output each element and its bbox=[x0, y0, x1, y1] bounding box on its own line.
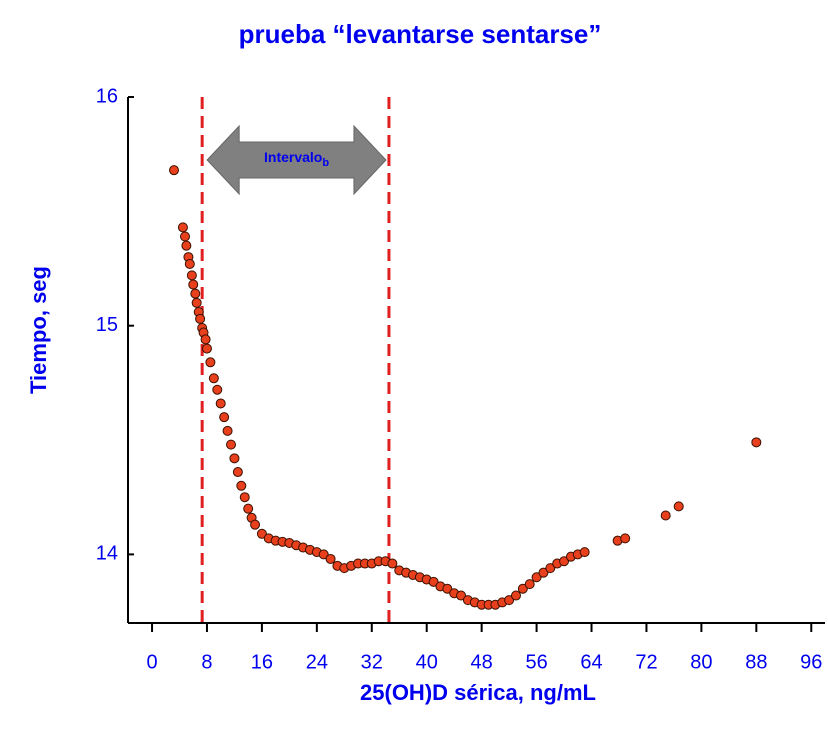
point bbox=[545, 563, 556, 574]
point bbox=[531, 572, 542, 583]
point bbox=[226, 439, 237, 450]
point bbox=[442, 583, 453, 594]
y-tick-label: 15 bbox=[96, 314, 118, 336]
point bbox=[538, 567, 549, 578]
point bbox=[195, 313, 206, 324]
x-tick-label: 40 bbox=[416, 651, 438, 673]
x-tick-label: 48 bbox=[471, 651, 493, 673]
point bbox=[325, 553, 336, 564]
point bbox=[524, 579, 535, 590]
point bbox=[222, 425, 233, 436]
x-tick-label: 88 bbox=[745, 651, 767, 673]
point bbox=[212, 384, 223, 395]
x-tick-label: 72 bbox=[635, 651, 657, 673]
point bbox=[179, 231, 190, 242]
point bbox=[660, 510, 671, 521]
point bbox=[177, 222, 188, 233]
point bbox=[232, 467, 243, 478]
point bbox=[169, 165, 180, 176]
point bbox=[428, 576, 439, 587]
annotation: Intervalob bbox=[264, 149, 329, 169]
point bbox=[620, 533, 631, 544]
point bbox=[239, 492, 250, 503]
point bbox=[229, 453, 240, 464]
point bbox=[387, 558, 398, 569]
point bbox=[190, 288, 201, 299]
point bbox=[201, 343, 212, 354]
point bbox=[456, 590, 467, 601]
chart-title: prueba “levantarse sentarse” bbox=[239, 19, 602, 49]
x-tick-label: 24 bbox=[306, 651, 328, 673]
point bbox=[559, 556, 570, 567]
point bbox=[318, 549, 329, 560]
y-axis-label: Tiempo, seg bbox=[26, 266, 51, 394]
point bbox=[510, 590, 521, 601]
point bbox=[200, 334, 211, 345]
point bbox=[205, 357, 216, 368]
x-tick-label: 56 bbox=[525, 651, 547, 673]
x-tick-label: 16 bbox=[251, 651, 273, 673]
x-tick-label: 0 bbox=[146, 651, 157, 673]
y-tick-label: 16 bbox=[96, 85, 118, 107]
annotation-text: Intervalo bbox=[264, 149, 322, 165]
point bbox=[579, 547, 590, 558]
point bbox=[504, 595, 515, 606]
x-tick-label: 8 bbox=[201, 651, 212, 673]
point bbox=[751, 437, 762, 448]
y-tick-label: 14 bbox=[96, 543, 118, 565]
point bbox=[236, 480, 247, 491]
point bbox=[256, 528, 267, 539]
point bbox=[208, 373, 219, 384]
x-axis-label: 25(OH)D sérica, ng/mL bbox=[360, 680, 596, 705]
x-tick-label: 80 bbox=[690, 651, 712, 673]
point bbox=[673, 501, 684, 512]
x-tick-label: 32 bbox=[361, 651, 383, 673]
point bbox=[517, 583, 528, 594]
point bbox=[181, 240, 192, 251]
point bbox=[191, 297, 202, 308]
point bbox=[184, 258, 195, 269]
annotation-subscript: b bbox=[322, 157, 329, 169]
x-tick-label: 96 bbox=[800, 651, 822, 673]
point bbox=[243, 503, 254, 514]
point bbox=[186, 270, 197, 281]
x-tick-label: 64 bbox=[580, 651, 602, 673]
point bbox=[215, 398, 226, 409]
point bbox=[219, 412, 230, 423]
interval-arrow bbox=[206, 124, 387, 196]
point bbox=[250, 519, 261, 530]
point bbox=[188, 279, 199, 290]
